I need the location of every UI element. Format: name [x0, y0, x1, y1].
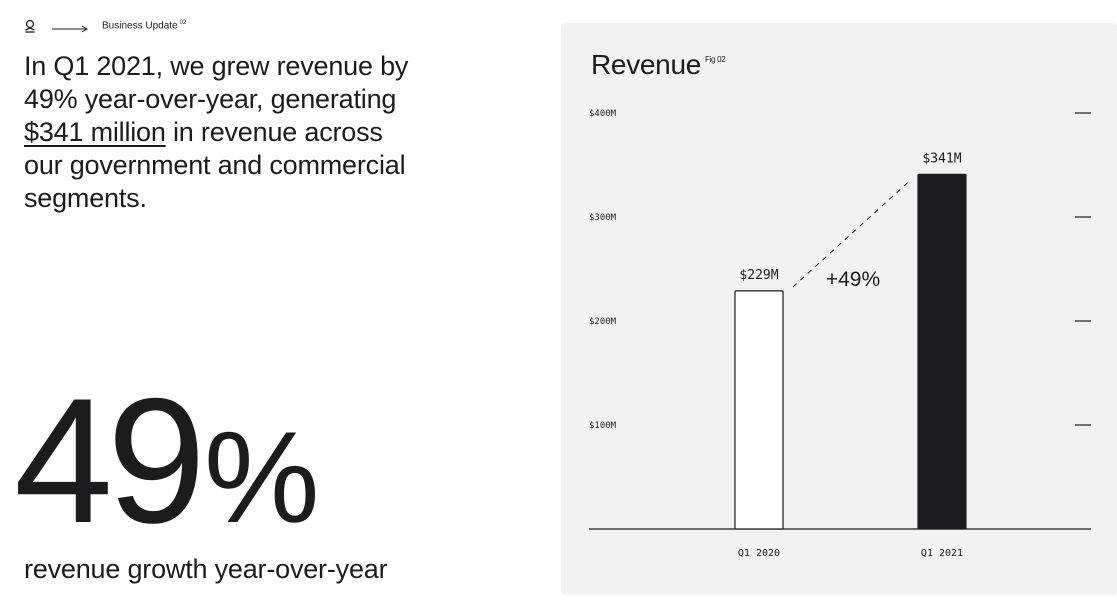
headline-text-end: in revenue across our government and com… — [24, 117, 406, 213]
headline-text-start: In Q1 2021, we grew revenue by 49% year-… — [24, 51, 409, 114]
growth-stat-caption: revenue growth year-over-year — [24, 554, 388, 584]
y-tick-label: $400M — [589, 109, 617, 119]
y-tick-label: $300M — [589, 213, 617, 223]
breadcrumb[interactable]: Business Update 02 — [102, 20, 186, 31]
revenue-chart-panel: Revenue Fig 02 $100M $200M $300M $400M $229M Q… — [561, 23, 1117, 595]
headline-highlight: $341 million — [24, 117, 166, 147]
bar-value-label: $341M — [922, 151, 961, 166]
logo-icon[interactable] — [24, 19, 36, 33]
bar — [734, 290, 784, 530]
y-tick-label: $100M — [589, 421, 617, 431]
growth-stat-unit: % — [204, 404, 320, 550]
arrow-right-icon — [50, 21, 90, 33]
y-tick-label: $200M — [589, 317, 617, 327]
chart-title: Revenue Fig 02 — [591, 49, 726, 81]
breadcrumb-label: Business Update — [102, 20, 178, 32]
chart-title-text: Revenue — [591, 49, 701, 80]
top-bar: Business Update 02 — [24, 18, 186, 34]
growth-stat-value: 49 — [14, 361, 206, 560]
growth-stat: 49 % — [14, 372, 320, 550]
bar — [917, 173, 967, 530]
revenue-chart: $100M $200M $300M $400M $229M Q1 2020 $341M Q1 … — [589, 109, 1091, 559]
chart-fig-label: Fig 02 — [704, 55, 726, 64]
growth-annotation: +49% — [826, 268, 880, 291]
x-tick-label: Q1 2020 — [738, 548, 780, 559]
headline: In Q1 2021, we grew revenue by 49% year-… — [24, 50, 424, 215]
breadcrumb-superscript: 02 — [179, 20, 187, 27]
bar-value-label: $229M — [739, 268, 778, 283]
x-tick-label: Q1 2021 — [921, 548, 963, 559]
